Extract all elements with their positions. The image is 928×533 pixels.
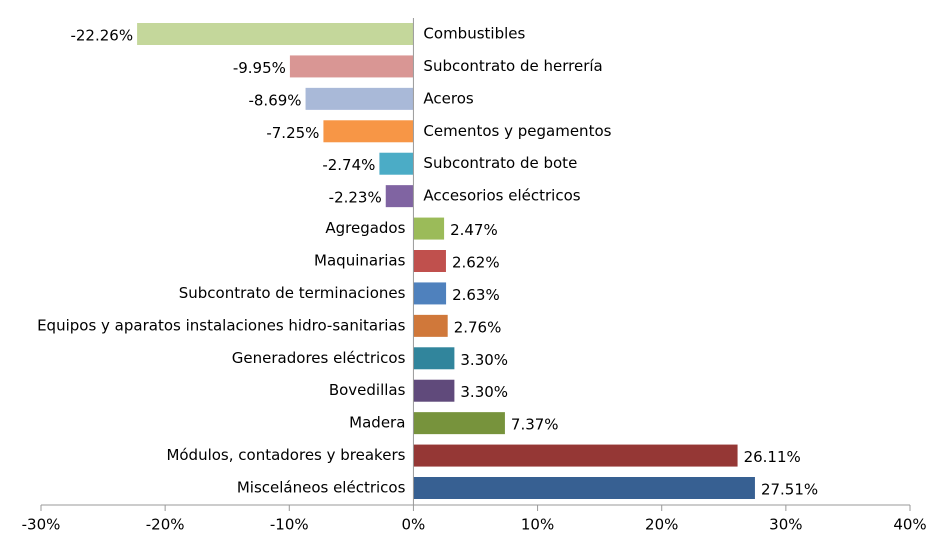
bar xyxy=(413,412,505,435)
category-label: Cementos y pegamentos xyxy=(423,122,611,140)
bar xyxy=(413,314,448,337)
category-label: Accesorios eléctricos xyxy=(423,187,580,205)
value-label: -2.23% xyxy=(329,189,382,207)
value-label: 3.30% xyxy=(460,351,508,369)
value-label: 2.76% xyxy=(454,318,502,336)
value-label: -9.95% xyxy=(233,59,286,77)
value-label: 26.11% xyxy=(744,448,801,466)
x-tick-label: 10% xyxy=(521,516,554,533)
bar xyxy=(413,379,455,402)
bar xyxy=(413,444,738,467)
category-label: Misceláneos eléctricos xyxy=(237,479,406,497)
category-label: Generadores eléctricos xyxy=(232,349,406,367)
value-label: -8.69% xyxy=(248,91,301,109)
x-tick-label: 30% xyxy=(769,516,802,533)
bar xyxy=(413,250,446,272)
value-label: -22.26% xyxy=(70,27,133,45)
x-tick-label: -10% xyxy=(270,516,309,533)
x-tick-label: -20% xyxy=(146,516,185,533)
value-label: -2.74% xyxy=(322,156,375,174)
bar xyxy=(379,152,414,175)
category-label: Agregados xyxy=(325,219,405,237)
value-label: 2.63% xyxy=(452,286,500,304)
bar xyxy=(289,55,414,78)
bar xyxy=(413,477,755,499)
bar xyxy=(323,120,414,143)
value-label: 2.47% xyxy=(450,221,498,239)
bar xyxy=(413,282,447,305)
x-tick-label: 0% xyxy=(402,516,426,533)
value-label: 2.62% xyxy=(452,254,500,272)
bar xyxy=(385,185,414,208)
x-tick-label: 40% xyxy=(893,516,926,533)
category-label: Módulos, contadores y breakers xyxy=(166,446,405,464)
category-label: Subcontrato de herrería xyxy=(423,57,602,75)
bar xyxy=(413,217,445,240)
category-label: Subcontrato de bote xyxy=(423,154,577,172)
bar xyxy=(137,23,414,45)
bar xyxy=(305,87,414,110)
category-label: Maquinarias xyxy=(314,252,406,270)
value-label: -7.25% xyxy=(266,124,319,142)
category-label: Combustibles xyxy=(423,25,525,43)
x-tick-label: 20% xyxy=(645,516,678,533)
x-tick-label: -30% xyxy=(22,516,61,533)
category-label: Madera xyxy=(349,414,405,432)
bar xyxy=(413,347,455,370)
value-label: 27.51% xyxy=(761,481,818,499)
value-label: 3.30% xyxy=(460,383,508,401)
category-label: Aceros xyxy=(423,89,473,107)
value-label: 7.37% xyxy=(511,416,559,434)
category-label: Subcontrato de terminaciones xyxy=(179,284,406,302)
category-label: Bovedillas xyxy=(329,381,406,399)
category-label: Equipos y aparatos instalaciones hidro-s… xyxy=(37,316,406,334)
